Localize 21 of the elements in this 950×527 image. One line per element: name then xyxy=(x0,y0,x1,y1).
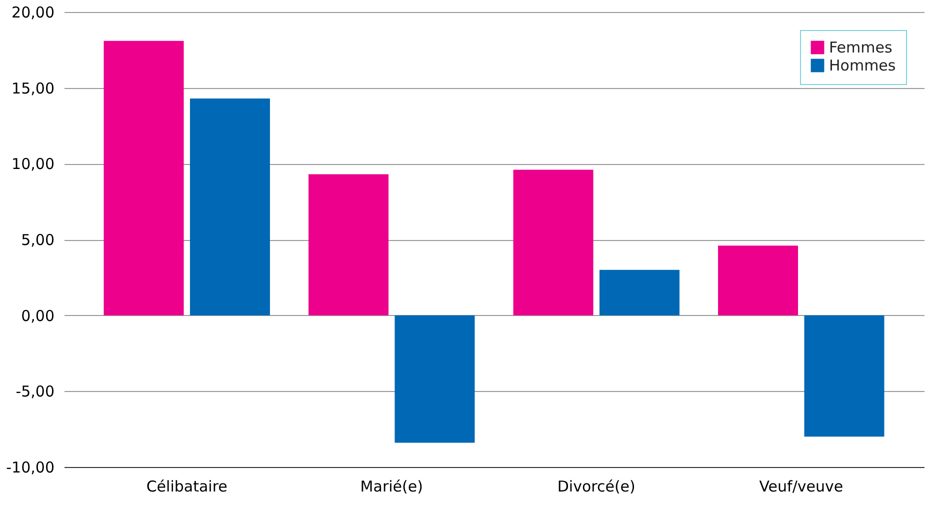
y-tick-label: 10,00 xyxy=(12,155,54,174)
x-tick-label: Divorcé(e) xyxy=(557,478,636,496)
bar xyxy=(190,98,270,316)
bar xyxy=(599,270,680,316)
bar xyxy=(394,315,475,443)
y-tick-label: -5,00 xyxy=(16,382,54,401)
y-tick-label: -10,00 xyxy=(6,458,54,476)
x-tick-label: Marié(e) xyxy=(360,478,423,496)
y-tick-label: 5,00 xyxy=(21,231,54,249)
legend-label: Hommes xyxy=(829,56,896,74)
y-tick-label: 20,00 xyxy=(12,4,54,22)
bar xyxy=(804,315,884,437)
bar xyxy=(308,174,389,316)
legend-label: Femmes xyxy=(829,38,892,56)
bar xyxy=(513,170,594,316)
x-tick-label: Célibataire xyxy=(146,478,228,496)
y-tick-label: 0,00 xyxy=(21,306,54,325)
bar xyxy=(104,40,184,316)
y-tick-label: 15,00 xyxy=(12,79,54,98)
bar xyxy=(718,246,798,316)
x-tick-label: Veuf/veuve xyxy=(759,478,844,496)
